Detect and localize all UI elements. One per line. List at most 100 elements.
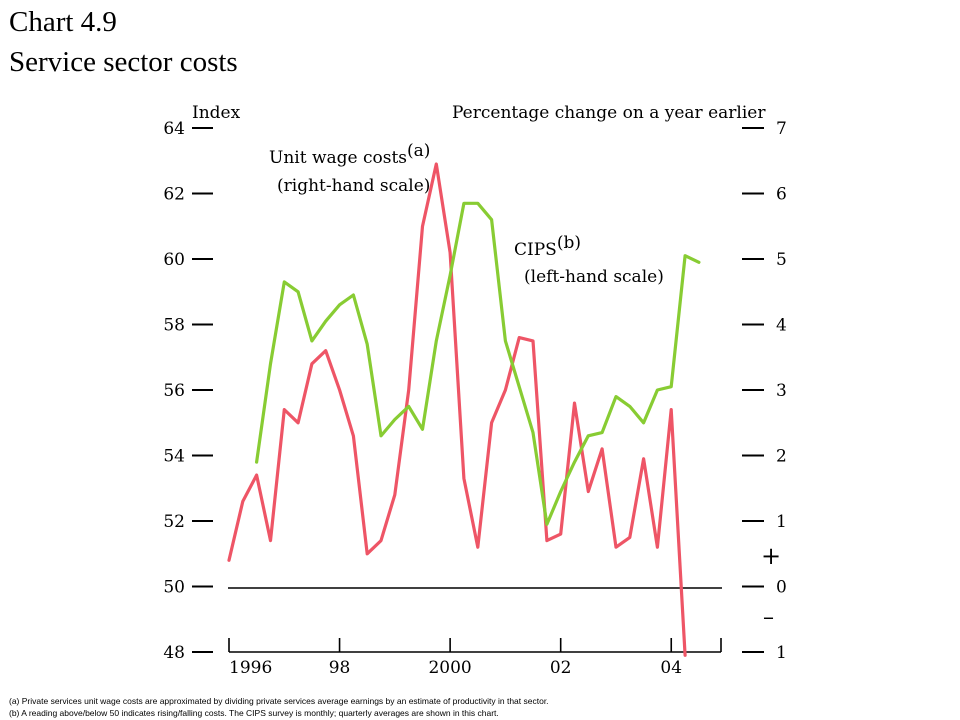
left-axis-tick-label: 54 <box>163 447 185 467</box>
data-point-unit-wage-costs <box>241 500 244 503</box>
x-axis-tick-label: 04 <box>660 658 682 678</box>
data-point-unit-wage-costs <box>448 251 452 254</box>
unit-wage-costs-name: Unit wage costs <box>269 148 407 168</box>
right-axis-label: Percentage change on a year earlier <box>452 103 766 123</box>
data-point-cips <box>642 421 645 424</box>
x-axis-tick-label: 02 <box>550 658 572 678</box>
data-point-unit-wage-costs <box>614 546 618 549</box>
data-point-cips <box>296 290 300 293</box>
data-point-cips <box>393 418 396 421</box>
data-point-unit-wage-costs <box>656 546 659 549</box>
data-point-unit-wage-costs <box>545 539 549 542</box>
data-point-cips <box>490 218 493 221</box>
data-point-unit-wage-costs <box>324 349 327 352</box>
data-point-cips <box>448 274 452 277</box>
series-layer <box>227 162 701 657</box>
data-point-cips <box>504 339 507 343</box>
data-point-cips <box>683 254 687 257</box>
data-point-cips <box>573 460 576 464</box>
left-axis-tick-label: 62 <box>163 185 185 205</box>
data-point-cips <box>656 388 659 392</box>
data-point-cips <box>435 339 438 343</box>
cips-scale-note: (left-hand scale) <box>524 267 664 287</box>
left-axis-tick-label: 60 <box>163 250 185 270</box>
data-point-unit-wage-costs <box>518 336 521 339</box>
left-axis-tick-label: 56 <box>163 381 185 401</box>
data-point-cips <box>518 385 521 388</box>
x-axis-tick-label: 98 <box>329 658 351 678</box>
data-point-unit-wage-costs <box>393 493 396 496</box>
data-point-cips <box>407 405 410 408</box>
data-point-cips <box>600 431 604 434</box>
data-point-unit-wage-costs <box>462 477 466 480</box>
data-point-unit-wage-costs <box>670 408 673 411</box>
series-line-unit-wage-costs <box>227 162 687 657</box>
data-point-unit-wage-costs <box>642 457 645 460</box>
data-point-cips <box>531 431 535 434</box>
right-axis: 1 0 1 2 3 4 5 6 7 <box>742 119 787 663</box>
x-axis-tick-label: 1996 <box>229 658 272 678</box>
right-axis-tick-label: 3 <box>776 381 787 401</box>
x-axis-tick-label: 2000 <box>428 658 471 678</box>
data-point-unit-wage-costs <box>683 654 687 657</box>
data-point-cips <box>421 428 424 431</box>
data-point-unit-wage-costs <box>504 388 507 392</box>
unit-wage-costs-label: Unit wage costs(a) <box>269 141 430 168</box>
data-point-unit-wage-costs <box>269 539 272 542</box>
data-point-cips <box>559 490 562 493</box>
minus-sign: – <box>763 605 774 630</box>
left-axis-tick-label: 64 <box>163 119 185 139</box>
chart-title: Service sector costs <box>9 46 238 78</box>
unit-wage-costs-superscript: (a) <box>407 141 430 161</box>
data-point-cips <box>283 280 286 284</box>
data-point-unit-wage-costs <box>476 546 479 549</box>
chart-number: Chart 4.9 <box>9 6 117 38</box>
data-point-cips <box>366 343 369 346</box>
left-axis-tick-label: 48 <box>163 643 185 663</box>
data-point-unit-wage-costs <box>338 388 341 392</box>
data-point-cips <box>324 320 327 323</box>
data-point-cips <box>476 202 479 205</box>
cips-name: CIPS <box>514 240 557 260</box>
data-point-unit-wage-costs <box>435 162 438 166</box>
data-point-unit-wage-costs <box>283 408 286 411</box>
data-point-cips <box>269 362 272 365</box>
data-point-cips <box>310 339 314 343</box>
data-point-unit-wage-costs <box>490 421 493 424</box>
right-axis-tick-label: 1 <box>776 643 787 663</box>
data-point-unit-wage-costs <box>352 434 355 438</box>
data-point-unit-wage-costs <box>366 552 369 555</box>
cips-superscript: (b) <box>557 233 581 253</box>
data-point-cips <box>338 303 341 306</box>
data-point-unit-wage-costs <box>310 362 314 365</box>
data-point-unit-wage-costs <box>296 421 300 424</box>
right-axis-tick-label: 6 <box>776 185 787 205</box>
data-point-cips <box>628 405 631 408</box>
data-point-unit-wage-costs <box>573 401 576 405</box>
data-point-unit-wage-costs <box>227 559 231 562</box>
data-point-cips <box>670 385 673 388</box>
data-point-cips <box>614 395 618 398</box>
right-axis-tick-label: 5 <box>776 250 787 270</box>
data-point-unit-wage-costs <box>628 536 631 539</box>
data-point-unit-wage-costs <box>559 532 562 536</box>
data-point-unit-wage-costs <box>255 473 258 477</box>
left-axis-label: Index <box>192 103 241 123</box>
data-point-cips <box>255 460 258 464</box>
data-point-unit-wage-costs <box>587 490 590 493</box>
data-point-cips <box>462 202 466 205</box>
left-axis-tick-label: 52 <box>163 512 185 532</box>
plus-sign: + <box>761 542 781 570</box>
right-axis-tick-label: 2 <box>776 447 787 467</box>
cips-label: CIPS(b) <box>514 233 581 260</box>
series-line-cips <box>255 201 701 526</box>
data-point-cips <box>545 523 549 526</box>
data-point-unit-wage-costs <box>407 388 410 392</box>
footnote-b: (b) A reading above/below 50 indicates r… <box>9 708 499 718</box>
data-point-cips <box>352 293 355 297</box>
data-point-unit-wage-costs <box>531 339 535 343</box>
right-axis-tick-label: 4 <box>776 316 787 336</box>
data-point-cips <box>697 261 701 264</box>
data-point-unit-wage-costs <box>600 447 604 451</box>
